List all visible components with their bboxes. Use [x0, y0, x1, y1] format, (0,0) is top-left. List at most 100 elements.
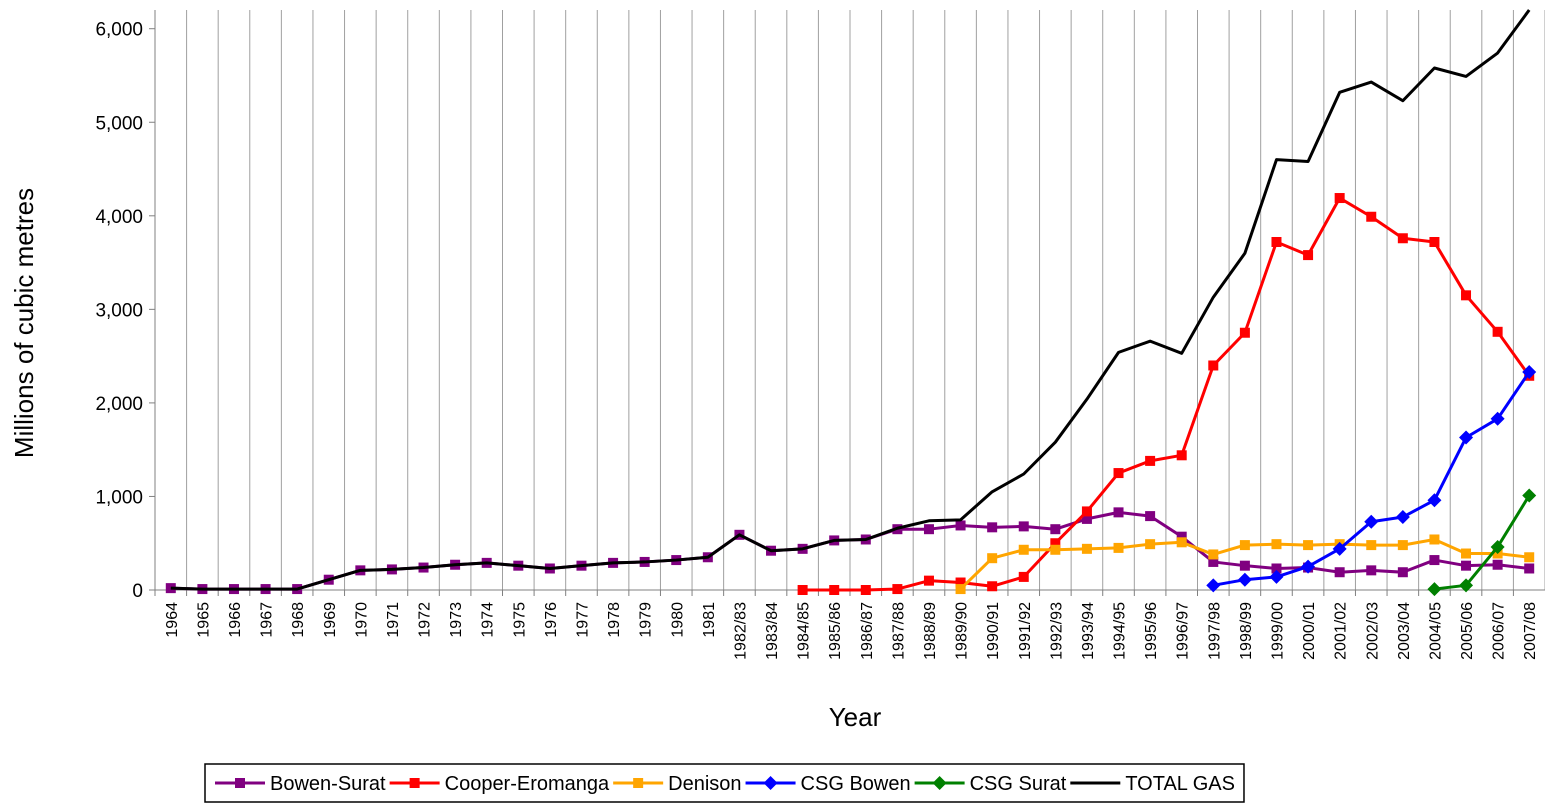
data-point [1492, 326, 1503, 337]
x-tick-label: 1984/85 [796, 602, 813, 660]
data-point [860, 585, 871, 595]
data-point [955, 584, 966, 595]
x-axis-title: Year [829, 702, 882, 732]
data-point [1113, 507, 1124, 518]
x-tick-label: 1995/96 [1143, 602, 1160, 660]
data-point [1208, 556, 1219, 567]
data-point [1145, 539, 1156, 550]
legend-label: CSG Bowen [801, 773, 911, 795]
data-point [1364, 514, 1379, 529]
x-tick-label: 1981 [701, 602, 718, 638]
legend-marker [763, 776, 778, 790]
data-point [1271, 237, 1282, 247]
x-tick-label: 1988/89 [922, 602, 939, 660]
x-tick-label: 2002/03 [1364, 602, 1381, 660]
legend-label: Denison [668, 773, 741, 795]
data-point [1018, 571, 1029, 582]
x-tick-label: 2000/01 [1301, 602, 1318, 660]
legend-label: Cooper-Eromanga [445, 773, 610, 795]
data-point [1397, 540, 1408, 551]
data-point [1176, 537, 1187, 548]
legend-marker [409, 778, 420, 788]
data-point [987, 522, 998, 533]
data-point [1459, 430, 1474, 445]
data-point [1461, 560, 1472, 571]
x-tick-label: 1990/91 [985, 602, 1002, 660]
x-tick-label: 1986/87 [859, 602, 876, 660]
data-point [1176, 531, 1187, 542]
data-point [1050, 544, 1061, 555]
data-point [1018, 544, 1029, 555]
x-tick-label: 1994/95 [1112, 602, 1129, 660]
data-point [1461, 290, 1472, 301]
x-tick-label: 1976 [543, 602, 560, 638]
data-point [1490, 539, 1505, 554]
data-point [923, 575, 934, 586]
data-point [1269, 569, 1284, 584]
x-tick-label: 1979 [638, 602, 655, 638]
x-tick-label: 1999/00 [1269, 602, 1286, 660]
data-point [1429, 534, 1440, 545]
data-point [1206, 578, 1221, 593]
x-tick-label: 1972 [417, 602, 434, 638]
data-point [1081, 506, 1092, 517]
data-point [1427, 493, 1442, 508]
data-point [1395, 510, 1410, 525]
data-point [1301, 559, 1316, 574]
x-tick-label: 1998/99 [1238, 602, 1255, 660]
legend-marker [235, 778, 245, 788]
data-point [1303, 540, 1314, 551]
y-tick-label: 1,000 [95, 487, 143, 508]
legend-label: CSG Surat [970, 773, 1067, 795]
x-tick-label: 1989/90 [954, 602, 971, 660]
x-tick-label: 1980 [669, 602, 686, 638]
data-point [1366, 565, 1377, 576]
x-tick-label: 1964 [164, 602, 181, 638]
data-point [1366, 540, 1377, 551]
legend-marker [235, 778, 245, 788]
x-tick-label: 1975 [511, 602, 528, 638]
legend-label: Bowen-Surat [270, 773, 386, 795]
data-point [1113, 468, 1124, 479]
series-line [1434, 494, 1531, 591]
x-tick-label: 1985/86 [827, 602, 844, 660]
legend-marker [932, 776, 947, 790]
legend-label: TOTAL GAS [1125, 773, 1235, 795]
data-point [1145, 511, 1156, 522]
data-point [1524, 563, 1535, 574]
x-tick-label: 1996/97 [1175, 602, 1192, 660]
x-tick-label: 1982/83 [732, 602, 749, 660]
data-point [829, 585, 840, 595]
data-point [1461, 548, 1472, 559]
series-line [170, 9, 1531, 591]
y-tick-label: 5,000 [95, 113, 143, 134]
x-tick-label: 1991/92 [1017, 602, 1034, 660]
data-point [1239, 560, 1250, 571]
y-tick-label: 2,000 [95, 394, 143, 415]
data-point [1050, 524, 1061, 535]
x-tick-label: 1968 [290, 602, 307, 638]
data-point [1522, 488, 1537, 503]
y-tick-label: 0 [132, 581, 143, 602]
data-point [1176, 450, 1187, 461]
x-tick-label: 1970 [353, 602, 370, 638]
x-tick-label: 1973 [448, 602, 465, 638]
data-point [1334, 193, 1345, 204]
data-point [1208, 360, 1219, 371]
legend: Bowen-Surat Cooper-Eromanga Denison CSG Bow… [204, 763, 1245, 803]
x-tick-label: 2006/07 [1491, 602, 1508, 660]
x-tick-label: 1997/98 [1206, 602, 1223, 660]
data-point [1459, 578, 1474, 593]
data-point [1397, 233, 1408, 244]
y-axis-title: Millions of cubic metres [9, 188, 39, 458]
data-point [1429, 555, 1440, 566]
x-tick-label: 1971 [385, 602, 402, 638]
x-tick-label: 1967 [259, 602, 276, 638]
x-tick-label: 1977 [574, 602, 591, 638]
legend-marker [633, 778, 644, 788]
data-point [987, 581, 998, 592]
y-tick-label: 6,000 [95, 20, 143, 41]
x-tick-label: 2007/08 [1522, 602, 1539, 660]
data-point [1271, 539, 1282, 550]
data-point [1492, 559, 1503, 570]
